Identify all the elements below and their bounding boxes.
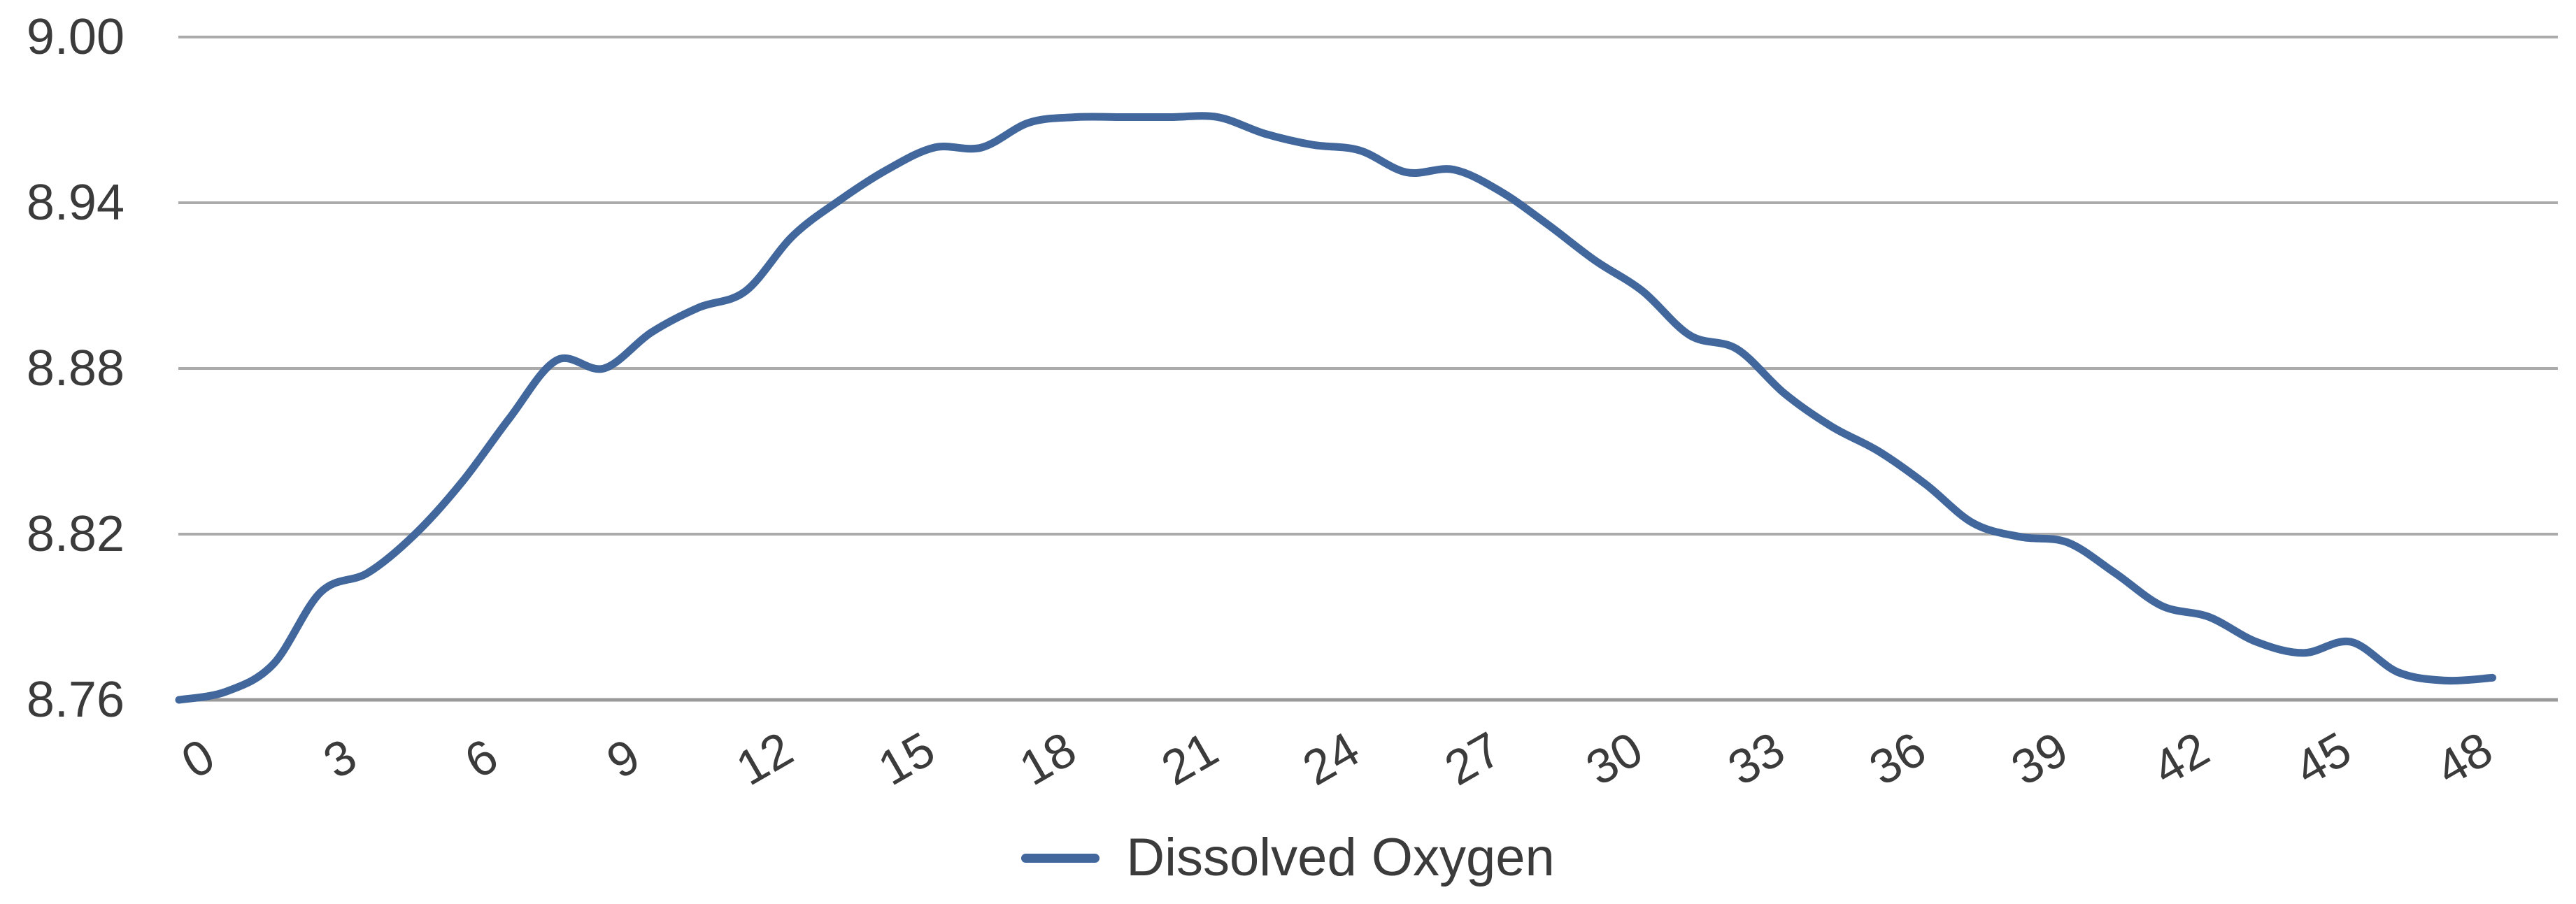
y-axis-tick-label: 9.00 xyxy=(26,9,124,65)
dissolved-oxygen-series-line xyxy=(175,112,2496,704)
y-axis-tick-label: 8.88 xyxy=(26,340,124,396)
legend: Dissolved Oxygen xyxy=(0,826,2576,889)
gridlines xyxy=(178,36,2558,702)
y-axis-tick-label: 8.76 xyxy=(26,672,124,728)
legend-line-swatch xyxy=(1021,853,1100,863)
legend-label: Dissolved Oxygen xyxy=(1126,828,1555,887)
y-axis-tick-label: 8.82 xyxy=(26,506,124,562)
y-axis-tick-label: 8.94 xyxy=(26,175,124,231)
